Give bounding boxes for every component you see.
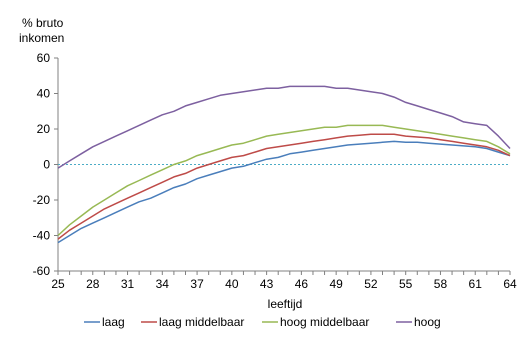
legend-label-laag: laag	[102, 315, 125, 329]
y-tick-label: 40	[37, 87, 51, 101]
plot-area: -60 -40 -20 0 20 40 60 25 28 31 34 37 40 43 46 49 52 55 58…	[33, 51, 517, 291]
y-tick-label: 60	[37, 51, 51, 65]
y-axis-title-line1: % bruto	[22, 16, 64, 30]
x-tick-label: 64	[503, 277, 517, 291]
legend-label-hoog-middelbaar: hoog middelbaar	[280, 315, 369, 329]
y-tick-label: -20	[33, 193, 51, 207]
y-axis-title-line2: inkomen	[19, 31, 64, 45]
x-tick-label: 25	[51, 277, 65, 291]
series-line-hoog-middelbaar	[57, 124, 511, 237]
y-tick-label: 20	[37, 122, 51, 136]
x-tick-label: 46	[295, 277, 309, 291]
legend-label-laag-middelbaar: laag middelbaar	[159, 315, 244, 329]
y-tick-label: -40	[33, 229, 51, 243]
x-tick-label: 34	[156, 277, 170, 291]
x-tick-label: 52	[364, 277, 378, 291]
x-tick-label: 55	[399, 277, 413, 291]
x-tick-label: 40	[225, 277, 239, 291]
x-tick-label: 28	[86, 277, 100, 291]
legend: laag laag middelbaar hoog middelbaar hoog	[84, 315, 441, 329]
y-tick-label: 0	[43, 158, 50, 172]
x-tick-label: 43	[260, 277, 274, 291]
x-tick-label: 58	[434, 277, 448, 291]
y-tick-label: -60	[33, 264, 51, 278]
x-tick-label: 61	[469, 277, 483, 291]
x-tick-label: 49	[329, 277, 343, 291]
series-line-laag-middelbaar	[57, 133, 511, 240]
x-tick-label: 37	[190, 277, 204, 291]
series-line-laag	[57, 140, 511, 244]
x-axis-title: leeftijd	[268, 297, 303, 311]
series-line-hoog	[57, 85, 511, 169]
x-tick-label: 31	[121, 277, 135, 291]
legend-label-hoog: hoog	[414, 315, 441, 329]
